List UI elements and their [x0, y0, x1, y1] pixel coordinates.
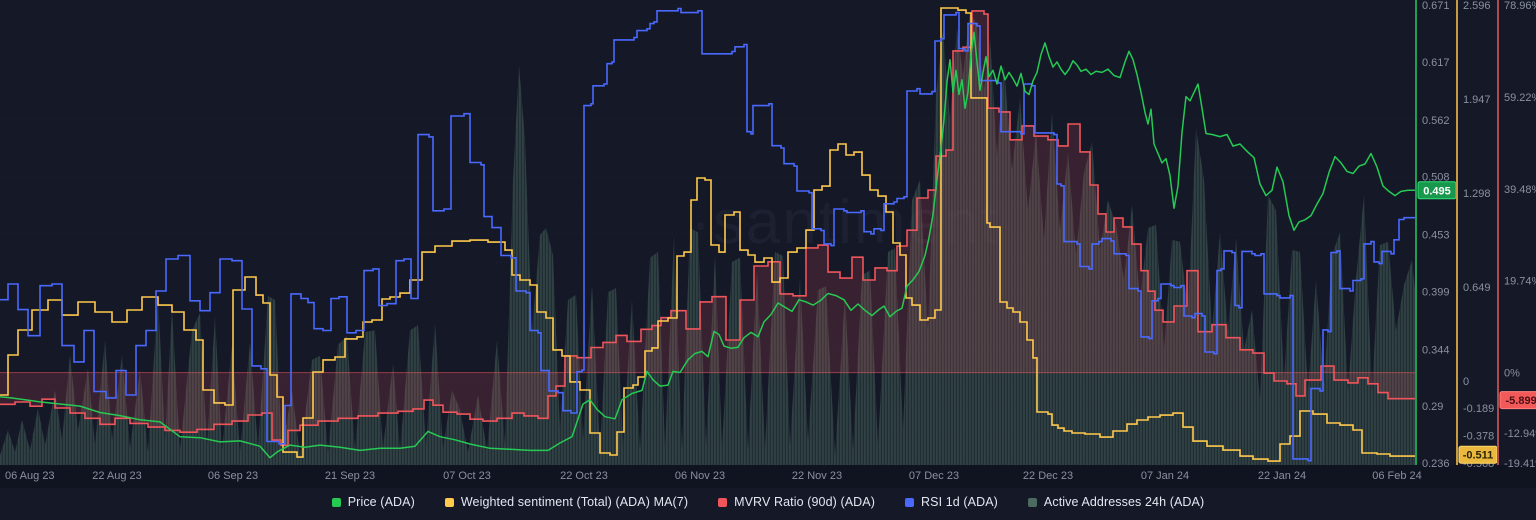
- addresses-legend-swatch-icon: [1027, 497, 1037, 507]
- x-axis-label: 07 Dec 23: [909, 470, 959, 482]
- mvrv-current-badge: [1499, 391, 1536, 410]
- sentiment-axis-tick-label: 0.649: [1463, 282, 1491, 294]
- x-axis-label: 06 Aug 23: [5, 470, 55, 482]
- rsi-line: [0, 7, 1417, 462]
- x-axis-label: 22 Dec 23: [1023, 470, 1073, 482]
- x-axis-label: 06 Feb 24: [1372, 470, 1422, 482]
- rsi-legend-swatch-icon: [905, 497, 914, 507]
- legend: Price (ADA) Weighted sentiment (Total) (A…: [0, 488, 1536, 516]
- price-axis-tick-label: 0.671: [1422, 0, 1450, 12]
- x-axis-label: 06 Nov 23: [675, 470, 725, 482]
- sentiment-axis-tick-label: 2.596: [1463, 0, 1491, 12]
- price-chart-svg[interactable]: ·santiment0.6710.6170.5620.5080.4530.399…: [0, 0, 1536, 488]
- mvrv-axis-tick-label: 0%: [1504, 368, 1520, 380]
- x-axis-label: 22 Nov 23: [792, 470, 842, 482]
- price-line: [0, 31, 1416, 459]
- mvrv-current-badge-value: -5.899%: [1506, 395, 1536, 407]
- x-axis-label: 07 Jan 24: [1141, 470, 1189, 482]
- price-axis-tick-label: 0.399: [1422, 286, 1450, 298]
- mvrv-axis: 78.96% 59.22% 39.48% 19.74% 0% -12.94% -19.41%…: [1497, 0, 1536, 470]
- legend-item-mvrv[interactable]: MVRV Ratio (90d) (ADA): [718, 495, 875, 509]
- sentiment-axis-tick-label: 1.947: [1463, 94, 1491, 106]
- legend-item-label: Weighted sentiment (Total) (ADA) MA(7): [460, 495, 689, 509]
- x-axis-label: 06 Sep 23: [208, 470, 258, 482]
- x-axis-strip: [0, 465, 1536, 488]
- legend-item-label: Active Addresses 24h (ADA): [1043, 495, 1205, 509]
- price-axis-tick-label: 0.236: [1422, 458, 1450, 470]
- x-axis-label: 22 Aug 23: [92, 470, 142, 482]
- price-axis-tick-label: 0.617: [1422, 57, 1450, 69]
- sentiment-axis: 2.5961.9471.2980.6490-0.189-0.378-0.568-…: [1456, 0, 1498, 470]
- price-axis-tick-label: 0.29: [1422, 401, 1443, 413]
- sentiment-axis-tick-label: -0.189: [1463, 403, 1494, 415]
- legend-item-addresses[interactable]: Active Addresses 24h (ADA): [1027, 495, 1205, 509]
- mvrv-axis-tick-label: 78.96%: [1504, 0, 1536, 12]
- mvrv-axis-tick-label: 19.74%: [1504, 276, 1536, 288]
- legend-item-label: MVRV Ratio (90d) (ADA): [734, 495, 875, 509]
- mvrv-legend-swatch-icon: [718, 497, 728, 507]
- sentiment-axis-tick-label: 1.298: [1463, 188, 1491, 200]
- mvrv-axis-tick-label: 39.48%: [1504, 184, 1536, 196]
- x-axis-label: 07 Oct 23: [443, 470, 491, 482]
- price-axis: 0.671 0.617 0.562 0.508 0.453 0.399 0.344 0.29 0…: [1415, 0, 1457, 470]
- price-legend-swatch-icon: [331, 497, 341, 507]
- legend-item-rsi[interactable]: RSI 1d (ADA): [905, 495, 998, 509]
- price-axis-tick-label: 0.562: [1422, 115, 1450, 127]
- x-axis-label: 22 Oct 23: [560, 470, 608, 482]
- x-axis-label: 21 Sep 23: [325, 470, 375, 482]
- sentiment-axis-tick-label: -0.378: [1463, 430, 1494, 442]
- sentiment-legend-swatch-icon: [444, 497, 454, 507]
- price-axis-tick-label: 0.453: [1422, 230, 1450, 242]
- mvrv-axis-tick-label: 59.22%: [1504, 92, 1536, 104]
- legend-item-label: RSI 1d (ADA): [921, 495, 998, 509]
- sentiment-current-badge-value: -0.511: [1463, 450, 1494, 462]
- legend-item-label: Price (ADA): [347, 495, 415, 509]
- legend-item-sentiment[interactable]: Weighted sentiment (Total) (ADA) MA(7): [444, 495, 689, 509]
- mvrv-area: [0, 10, 1416, 446]
- weighted-sentiment-line: [0, 7, 1417, 462]
- legend-item-price[interactable]: Price (ADA): [331, 495, 415, 509]
- mvrv-axis-tick-label: -12.94%: [1504, 428, 1536, 440]
- price-current-badge-value: 0.495: [1423, 185, 1451, 197]
- x-axis-label: 22 Jan 24: [1258, 470, 1306, 482]
- x-axis-labels: 06 Aug 23 22 Aug 23 06 Sep 23 21 Sep 23 07 O…: [5, 470, 1422, 482]
- price-axis-tick-label: 0.344: [1422, 344, 1450, 356]
- mvrv-axis-tick-label: -19.41%: [1504, 458, 1536, 470]
- price-axis-tick-label: 0.508: [1422, 172, 1450, 184]
- sentiment-axis-tick-label: 0: [1463, 376, 1469, 388]
- active-addresses-area-texture: [0, 11, 1416, 466]
